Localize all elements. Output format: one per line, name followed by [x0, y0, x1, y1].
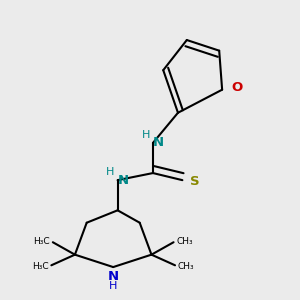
Text: CH₃: CH₃: [178, 262, 195, 271]
Text: N: N: [108, 270, 119, 283]
Text: H: H: [142, 130, 150, 140]
Text: S: S: [190, 175, 200, 188]
Text: H₃C: H₃C: [33, 237, 50, 246]
Text: N: N: [153, 136, 164, 149]
Text: H: H: [106, 167, 115, 177]
Text: O: O: [231, 81, 242, 94]
Text: N: N: [118, 174, 129, 187]
Text: H₃C: H₃C: [32, 262, 48, 271]
Text: CH₃: CH₃: [176, 237, 193, 246]
Text: H: H: [109, 280, 117, 290]
